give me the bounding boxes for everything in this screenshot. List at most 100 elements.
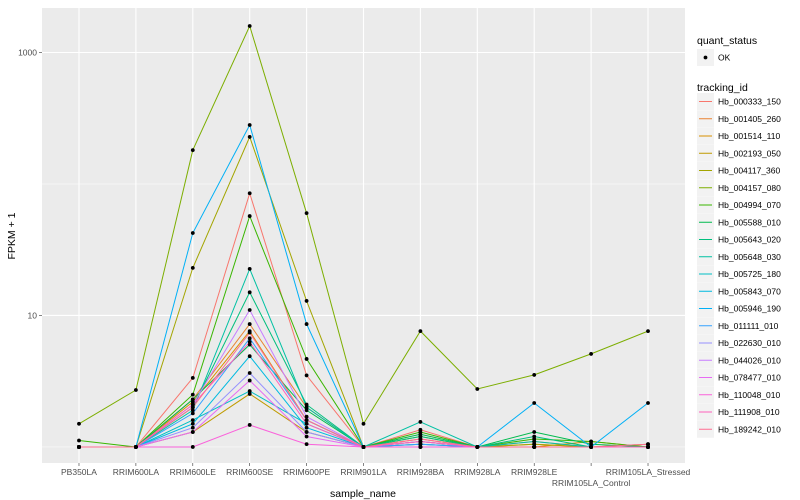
data-point-Hb_022630_010: [190, 425, 195, 430]
data-point-Hb_004994_070: [77, 438, 81, 443]
legend-key-point: [703, 55, 708, 60]
data-point-Hb_011111_010: [190, 411, 195, 416]
data-point-Hb_189242_010: [361, 445, 366, 449]
x-tick-label: RRIM105LA_Stressed: [606, 467, 691, 477]
data-point-Hb_004994_070: [589, 439, 594, 444]
data-point-Hb_004117_360: [532, 442, 537, 447]
legend-title-quant-status: quant_status: [697, 35, 757, 47]
legend-label-Hb_005648_030: Hb_005648_030: [718, 252, 781, 262]
data-point-Hb_189242_010: [190, 405, 195, 410]
legend-label-Hb_004117_360: Hb_004117_360: [718, 166, 781, 176]
legend-label-Hb_002193_050: Hb_002193_050: [718, 148, 781, 158]
data-point-Hb_005588_010: [532, 430, 537, 434]
data-point-Hb_001405_260: [247, 322, 252, 326]
data-point-Hb_005725_180: [190, 418, 195, 423]
data-point-Hb_004157_080: [589, 352, 594, 356]
data-point-Hb_078477_010: [247, 378, 252, 383]
y-tick-label: 10: [28, 310, 38, 320]
data-point-Hb_004157_080: [247, 24, 252, 28]
x-tick-label: RRIM600LA: [113, 467, 160, 477]
data-point-Hb_005643_020: [304, 402, 309, 407]
data-point-Hb_189242_010: [532, 445, 537, 449]
data-point-Hb_004157_080: [532, 373, 537, 377]
data-point-Hb_004157_080: [475, 387, 480, 391]
x-axis-title: sample_name: [330, 488, 396, 500]
data-point-Hb_110048_010: [304, 442, 309, 447]
data-point-Hb_110048_010: [418, 445, 423, 449]
data-point-Hb_189242_010: [418, 437, 423, 441]
legend-label-Hb_001405_260: Hb_001405_260: [718, 114, 781, 124]
legend-label-Hb_022630_010: Hb_022630_010: [718, 338, 781, 348]
legend-label-Hb_189242_010: Hb_189242_010: [718, 424, 781, 434]
legend-label-Hb_011111_010: Hb_011111_010: [718, 321, 779, 331]
data-point-Hb_005648_030: [418, 420, 423, 424]
data-point-Hb_189242_010: [133, 445, 138, 449]
data-point-Hb_011111_010: [418, 442, 423, 447]
data-point-Hb_111908_010: [646, 445, 650, 449]
data-point-Hb_000333_150: [304, 373, 309, 378]
data-point-Hb_005643_020: [532, 434, 537, 439]
legend-label-Hb_044026_010: Hb_044026_010: [718, 355, 781, 365]
data-point-Hb_111908_010: [304, 421, 309, 426]
data-point-Hb_110048_010: [190, 445, 195, 449]
y-tick-label: 1000: [18, 48, 37, 58]
data-point-Hb_004117_360: [247, 135, 252, 139]
data-point-Hb_002193_050: [247, 392, 252, 396]
data-point-Hb_189242_010: [646, 442, 650, 447]
data-point-Hb_189242_010: [304, 418, 309, 423]
data-point-Hb_004157_080: [304, 211, 309, 216]
data-point-Hb_004157_080: [190, 148, 195, 153]
data-point-Hb_004117_360: [190, 266, 195, 270]
x-tick-label: RRIM600SE: [226, 467, 274, 477]
data-point-Hb_000333_150: [190, 376, 195, 380]
y-axis-title: FPKM + 1: [6, 212, 18, 259]
data-point-Hb_044026_010: [247, 308, 252, 312]
legend-label-Hb_005843_070: Hb_005843_070: [718, 286, 781, 296]
x-tick-label: RRIM928LA: [454, 467, 501, 477]
data-point-Hb_005725_180: [247, 389, 252, 393]
data-point-Hb_004994_070: [247, 214, 252, 218]
data-point-Hb_189242_010: [77, 445, 81, 449]
data-point-Hb_004157_080: [646, 329, 650, 334]
legend-label-Hb_111908_010: Hb_111908_010: [718, 407, 780, 417]
legend-label-Hb_001514_110: Hb_001514_110: [718, 131, 781, 141]
data-point-Hb_005843_070: [247, 354, 252, 359]
data-point-Hb_111908_010: [190, 402, 195, 407]
data-point-Hb_004117_360: [304, 299, 309, 303]
x-tick-label: RRIM928LE: [511, 467, 558, 477]
data-point-Hb_189242_010: [475, 445, 480, 449]
data-point-Hb_005588_010: [589, 442, 594, 447]
data-point-Hb_004157_080: [133, 388, 138, 392]
data-point-Hb_044026_010: [304, 414, 309, 419]
legend-label-Hb_005643_020: Hb_005643_020: [718, 235, 781, 245]
legend-label-Hb_005588_010: Hb_005588_010: [718, 217, 781, 227]
data-point-Hb_005946_190: [247, 123, 252, 127]
data-point-Hb_004157_080: [77, 421, 81, 426]
data-point-Hb_005946_190: [190, 231, 195, 235]
x-tick-label: RRIM928BA: [397, 467, 445, 477]
legend-label-Hb_005946_190: Hb_005946_190: [718, 304, 781, 314]
legend-label-Hb_078477_010: Hb_078477_010: [718, 373, 781, 383]
data-point-Hb_110048_010: [247, 423, 252, 427]
data-point-Hb_005648_030: [190, 408, 195, 413]
data-point-Hb_004157_080: [361, 421, 366, 426]
x-tick-label: PB350LA: [61, 467, 97, 477]
data-point-Hb_111908_010: [247, 339, 252, 344]
legend-label-Hb_004157_080: Hb_004157_080: [718, 183, 781, 193]
x-tick-label: RRIM901LA: [340, 467, 387, 477]
data-point-Hb_005843_070: [190, 421, 195, 426]
data-point-Hb_005946_190: [646, 401, 650, 405]
data-point-Hb_011111_010: [247, 336, 252, 341]
data-point-Hb_189242_010: [247, 330, 252, 335]
data-point-Hb_078477_010: [304, 434, 309, 439]
x-tick-label: RRIM105LA_Control: [552, 478, 631, 488]
legend-label-Hb_004994_070: Hb_004994_070: [718, 200, 781, 210]
data-point-Hb_022630_010: [304, 430, 309, 434]
legend-label-Hb_110048_010: Hb_110048_010: [718, 390, 781, 400]
data-point-Hb_004994_070: [304, 357, 309, 361]
data-point-Hb_005648_030: [304, 405, 309, 410]
data-point-Hb_004157_080: [418, 329, 423, 334]
data-point-Hb_005588_010: [304, 408, 309, 413]
legend-label-Hb_005725_180: Hb_005725_180: [718, 269, 781, 279]
